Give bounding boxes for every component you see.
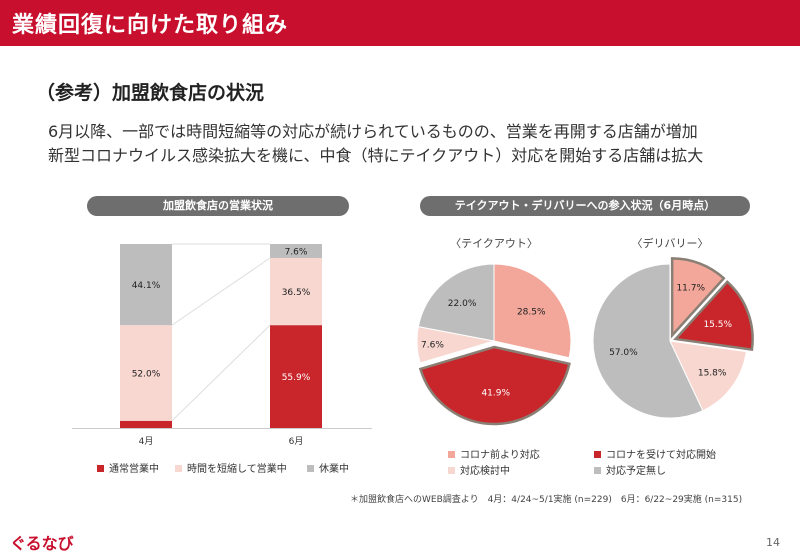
pie-0-slice-1	[418, 345, 571, 426]
pie-data-label: 7.6%	[421, 341, 444, 351]
legend-swatch-red	[97, 464, 104, 472]
bar-data-label: 36.5%	[282, 288, 311, 298]
legend-swatch-red	[594, 450, 601, 458]
summary-line-2: 新型コロナウイルス感染拡大を機に、中食（特にテイクアウト）対応を開始する店舗は拡…	[48, 146, 704, 165]
pie-title-1: 〈デリバリー〉	[632, 236, 709, 250]
pie-title-0: 〈テイクアウト〉	[450, 237, 538, 250]
bar-data-label: 55.9%	[282, 373, 311, 383]
bar-data-label: 44.1%	[132, 281, 161, 291]
legend-swatch-gray	[307, 464, 314, 472]
header-bar: 業績回復に向けた取り組み	[0, 0, 800, 46]
bar-legend-normal: 通常営業中	[97, 460, 159, 475]
legend-swatch-gray	[594, 466, 601, 474]
pie-0-slice-0	[493, 263, 572, 359]
bar-apr-seg-0	[120, 420, 172, 428]
legend-label: コロナ前より対応	[460, 450, 540, 461]
pie-legend-before: コロナ前より対応	[448, 446, 540, 461]
pie-0-slice-3	[417, 263, 495, 342]
footnote: ＊加盟飲食店へのWEB調査より 4月：4/24~5/1実施 (n=229) 6月…	[350, 495, 743, 505]
bar-legend-shortened: 時間を短縮して営業中	[175, 460, 287, 475]
section-title: （参考）加盟飲食店の状況	[36, 82, 265, 104]
pie-data-label: 41.9%	[481, 388, 510, 398]
x-tick-label: 6月	[289, 436, 304, 447]
legend-label: 対応検討中	[460, 466, 510, 477]
pie-1-slice-0	[670, 257, 726, 339]
bar-legend-closed: 休業中	[307, 460, 349, 475]
x-tick-label: 4月	[139, 436, 154, 447]
legend-label: 休業中	[319, 464, 349, 475]
right-panel-title: テイクアウト・デリバリーへの参入状況（6月時点）	[420, 196, 750, 216]
legend-label: 時間を短縮して営業中	[187, 464, 287, 475]
legend-label: 通常営業中	[109, 464, 159, 475]
brand-logo: ぐるなび	[10, 534, 74, 553]
pie-data-label: 11.7%	[676, 284, 705, 294]
bar-data-label: 7.6%	[285, 247, 308, 257]
summary-line-1: 6月以降、一部では時間短縮等の対応が続けられているものの、営業を再開する店舗が増…	[48, 122, 698, 141]
bar-connector-line	[171, 257, 271, 326]
bar-jun-seg-1	[270, 257, 322, 326]
pie-data-label: 57.0%	[609, 348, 638, 358]
bar-connector-line	[171, 324, 271, 422]
bar-apr-seg-2	[120, 244, 172, 326]
legend-swatch-salmon	[448, 450, 455, 458]
pie-legend-considering: 対応検討中	[448, 462, 510, 477]
pie-data-label: 28.5%	[517, 308, 546, 318]
page-number: 14	[766, 536, 780, 549]
pie-legend-none: 対応予定無し	[594, 462, 666, 477]
pie-data-label: 22.0%	[448, 299, 477, 309]
bar-jun-seg-0	[270, 325, 322, 428]
page-title: 業績回復に向けた取り組み	[12, 13, 289, 38]
bar-jun-seg-2	[270, 244, 322, 258]
pie-1-slice-2	[669, 340, 747, 412]
legend-swatch-pink	[448, 466, 455, 474]
pie-data-label: 15.8%	[698, 369, 727, 379]
left-panel-title: 加盟飲食店の営業状況	[87, 196, 349, 216]
pie-legend-started: コロナを受けて対応開始	[594, 446, 716, 461]
bar-data-label: 52.0%	[132, 369, 161, 379]
pie-1-slice-1	[673, 280, 754, 351]
legend-label: 対応予定無し	[606, 466, 666, 477]
bar-apr-seg-1	[120, 325, 172, 421]
pie-data-label: 15.5%	[703, 320, 732, 330]
pie-1-slice-3	[592, 263, 704, 419]
legend-swatch-pink	[175, 464, 182, 472]
legend-label: コロナを受けて対応開始	[606, 450, 716, 461]
